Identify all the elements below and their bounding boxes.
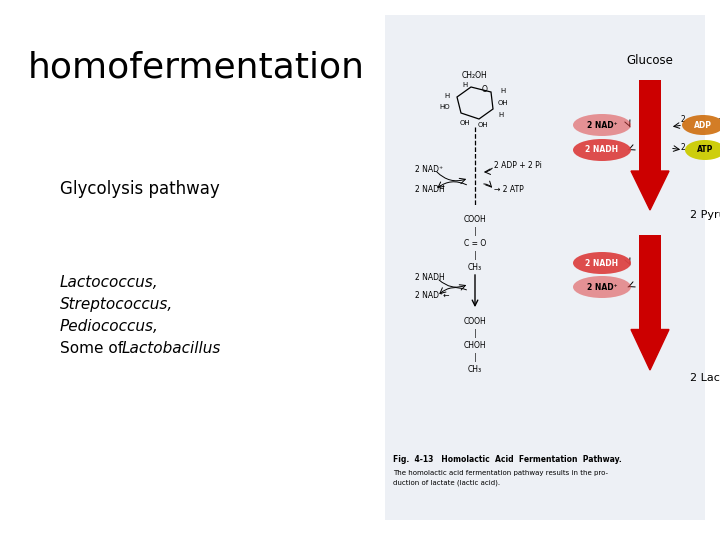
Bar	[385, 15, 705, 520]
Text: CH₂OH: CH₂OH	[462, 71, 488, 79]
Text: |: |	[474, 329, 477, 339]
Text: |: |	[474, 227, 477, 237]
Ellipse shape	[573, 252, 631, 274]
Ellipse shape	[685, 140, 720, 160]
Ellipse shape	[573, 114, 631, 136]
Text: 2 NAD⁺←: 2 NAD⁺←	[415, 292, 449, 300]
Text: CHOH: CHOH	[464, 341, 486, 350]
Text: → 2 ATP: → 2 ATP	[494, 186, 523, 194]
Text: HO: HO	[440, 104, 450, 110]
Text: O: O	[482, 84, 488, 93]
Text: |: |	[474, 354, 477, 362]
Polygon shape	[631, 171, 669, 210]
Text: COOH: COOH	[464, 318, 487, 327]
Text: Pediococcus,: Pediococcus,	[60, 319, 159, 334]
Text: COOH: COOH	[464, 215, 487, 225]
Text: C = O: C = O	[464, 240, 486, 248]
Text: OH: OH	[498, 100, 508, 106]
Text: H: H	[500, 88, 505, 94]
Ellipse shape	[682, 115, 720, 135]
Text: + 2: + 2	[718, 116, 720, 122]
Bar	[639, 80, 661, 171]
Text: H: H	[462, 82, 467, 88]
Text: ATP: ATP	[697, 145, 714, 154]
Text: 2 NAD⁺: 2 NAD⁺	[415, 165, 443, 174]
Text: Some of: Some of	[60, 341, 128, 356]
Polygon shape	[631, 329, 669, 370]
Text: homofermentation: homofermentation	[28, 50, 365, 84]
Text: Lactococcus,: Lactococcus,	[60, 275, 158, 290]
Text: OH: OH	[459, 120, 470, 126]
Text: 2: 2	[680, 143, 685, 152]
Text: 2 NADH: 2 NADH	[415, 273, 445, 282]
Text: 2: 2	[680, 116, 685, 125]
Text: Glucose: Glucose	[626, 54, 673, 67]
Text: 2 ADP + 2 Pi: 2 ADP + 2 Pi	[494, 161, 542, 171]
Text: 2 NADH: 2 NADH	[585, 145, 618, 154]
Text: |: |	[474, 252, 477, 260]
Bar	[639, 235, 661, 329]
Text: 2 Pyruvate: 2 Pyruvate	[690, 210, 720, 220]
Text: 2 Lactate: 2 Lactate	[690, 373, 720, 383]
Ellipse shape	[573, 276, 631, 298]
Text: 2 NADH: 2 NADH	[415, 186, 445, 194]
Text: duction of lactate (lactic acid).: duction of lactate (lactic acid).	[393, 480, 500, 486]
Text: H: H	[498, 112, 503, 118]
Text: Fig.  4-13   Homolactic  Acid  Fermentation  Pathway.: Fig. 4-13 Homolactic Acid Fermentation P…	[393, 455, 622, 464]
Text: H: H	[444, 93, 449, 99]
Ellipse shape	[573, 139, 631, 161]
Text: Lactobacillus: Lactobacillus	[122, 341, 221, 356]
Text: 2 NADH: 2 NADH	[585, 259, 618, 267]
Text: OH: OH	[477, 122, 488, 128]
Text: 2 NAD⁺: 2 NAD⁺	[587, 120, 617, 130]
Text: The homolactic acid fermentation pathway results in the pro-: The homolactic acid fermentation pathway…	[393, 470, 608, 476]
Text: 2 NAD⁺: 2 NAD⁺	[587, 282, 617, 292]
Text: Glycolysis pathway: Glycolysis pathway	[60, 180, 220, 198]
Text: CH₃: CH₃	[468, 366, 482, 375]
Text: Streptococcus,: Streptococcus,	[60, 297, 174, 312]
Text: CH₃: CH₃	[468, 264, 482, 273]
Text: ADP: ADP	[694, 120, 712, 130]
